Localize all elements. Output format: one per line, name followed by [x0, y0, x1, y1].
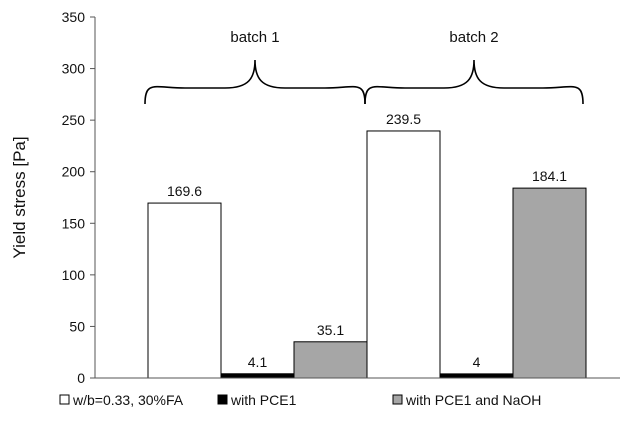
batch-label: batch 2: [449, 29, 498, 46]
bar: [147, 202, 222, 379]
y-tick-label: 0: [77, 370, 85, 386]
bar-value-label: 169.6: [167, 183, 202, 199]
legend-label: w/b=0.33, 30%FA: [72, 392, 184, 408]
legend-label: with PCE1: [230, 392, 297, 408]
y-tick-label: 200: [62, 164, 86, 180]
bar-value-label: 35.1: [317, 322, 344, 338]
bar: [512, 187, 587, 379]
batch-label: batch 1: [230, 29, 279, 46]
bar-value-label: 184.1: [532, 168, 567, 184]
bar: [220, 373, 295, 379]
y-axis-title: Yield stress [Pa]: [10, 136, 29, 258]
batch-brace: [364, 59, 584, 105]
y-tick-label: 300: [62, 61, 86, 77]
y-tick-label: 100: [62, 267, 86, 283]
y-tick-label: 150: [62, 215, 86, 231]
legend-label: with PCE1 and NaOH: [405, 392, 541, 408]
y-tick-label: 250: [62, 112, 86, 128]
legend-swatch: [392, 394, 403, 405]
bar: [293, 341, 368, 379]
legend-swatch: [59, 394, 70, 405]
y-tick-label: 350: [62, 9, 86, 25]
bar-value-label: 4: [473, 354, 481, 370]
legend-swatch: [217, 394, 228, 405]
bar: [439, 373, 514, 379]
y-tick-label: 50: [69, 318, 85, 334]
batch-brace: [144, 59, 366, 105]
bar: [366, 130, 441, 379]
bar-value-label: 4.1: [248, 354, 268, 370]
bar-value-label: 239.5: [386, 111, 421, 127]
